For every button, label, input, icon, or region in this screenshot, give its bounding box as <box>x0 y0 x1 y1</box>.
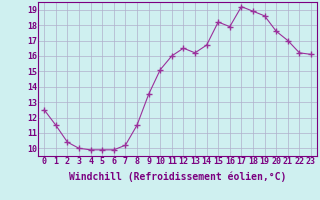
X-axis label: Windchill (Refroidissement éolien,°C): Windchill (Refroidissement éolien,°C) <box>69 172 286 182</box>
